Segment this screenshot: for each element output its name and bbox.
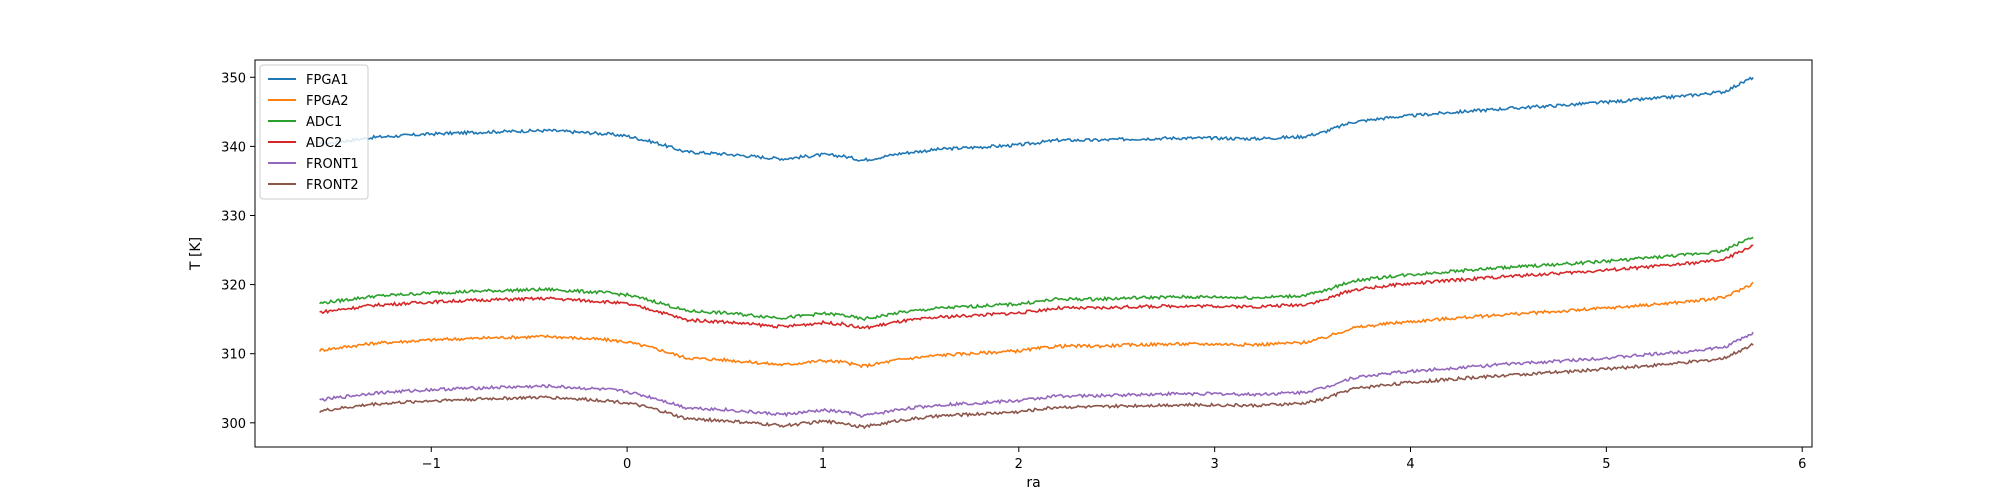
x-axis-label: ra (1026, 475, 1040, 491)
series-line-adc1 (319, 236, 1754, 322)
y-tick-label: 340 (221, 140, 246, 155)
series-line-front2 (319, 342, 1754, 430)
y-tick-label: 350 (221, 71, 246, 86)
legend: FPGA1 FPGA2 ADC1 ADC2 FRONT1 FRONT2 (259, 64, 369, 200)
y-tick-label: 330 (221, 209, 246, 224)
legend-label-adc1: ADC1 (306, 115, 342, 130)
series-line-adc2 (319, 244, 1754, 330)
series-line-fpga1 (319, 76, 1754, 163)
y-axis-ticks: 300 310 320 330 340 350 (221, 71, 255, 432)
x-tick-label: 6 (1798, 457, 1806, 472)
y-tick-label: 310 (221, 348, 246, 363)
legend-label-fpga2: FPGA2 (306, 94, 349, 109)
series-layer (318, 76, 1754, 430)
series-line-front1 (319, 331, 1754, 419)
x-tick-label: 1 (819, 457, 827, 472)
y-tick-label: 320 (221, 279, 246, 294)
legend-label-adc2: ADC2 (306, 136, 342, 151)
plot-area-frame (254, 59, 1813, 448)
x-tick-label: 4 (1406, 457, 1414, 472)
x-axis-ticks: −1 0 1 2 3 4 5 6 (422, 447, 1806, 472)
legend-label-front2: FRONT2 (306, 178, 359, 193)
x-tick-label: 0 (623, 457, 631, 472)
legend-label-fpga1: FPGA1 (306, 73, 349, 88)
x-tick-label: 2 (1015, 457, 1023, 472)
series-line-fpga2 (318, 281, 1754, 369)
x-tick-label: 3 (1211, 457, 1219, 472)
x-tick-label: 5 (1602, 457, 1610, 472)
legend-box (259, 64, 369, 200)
x-tick-label: −1 (422, 457, 441, 472)
y-tick-label: 300 (221, 417, 246, 432)
legend-label-front1: FRONT1 (306, 157, 359, 172)
y-axis-label: T [K] (188, 237, 204, 271)
